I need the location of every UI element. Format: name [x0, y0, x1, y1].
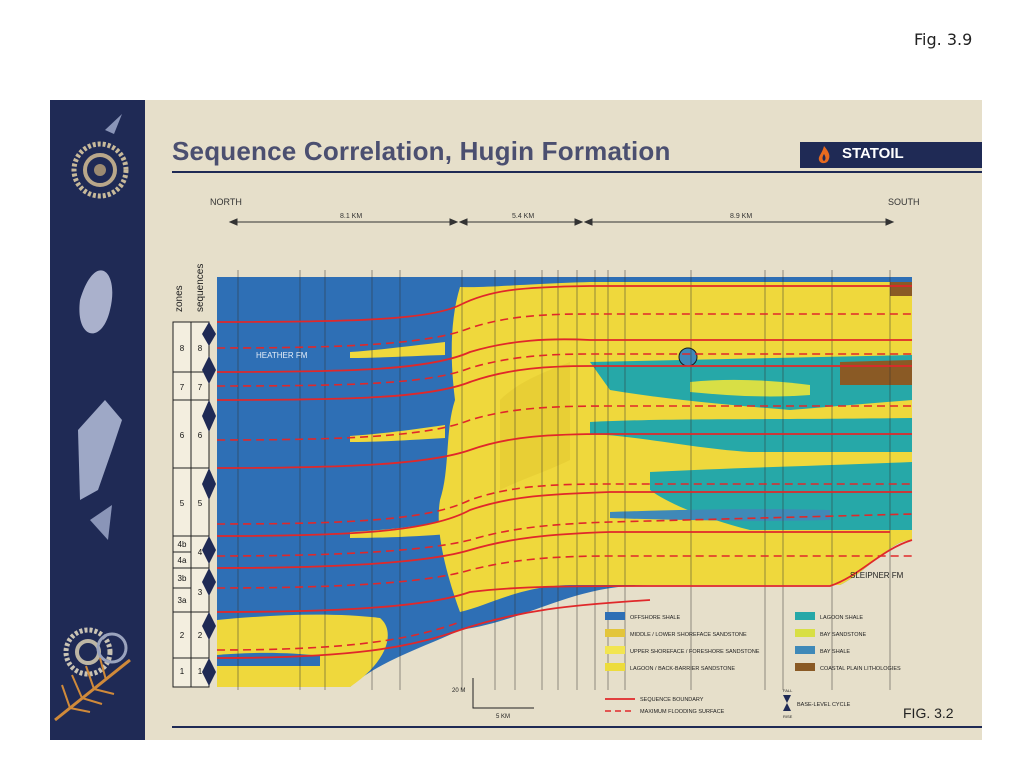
poster-title: Sequence Correlation, Hugin Formation	[172, 136, 671, 166]
zone-4b: 4b	[178, 540, 187, 549]
legend-label-lagoon-back-barrier: LAGOON / BACK-BARRIER SANDSTONE	[630, 666, 735, 672]
legend-label-sequence-boundary: SEQUENCE BOUNDARY	[640, 697, 704, 703]
distance-label-1: 8.1 KM	[340, 213, 362, 220]
cycle-legend-label: BASE-LEVEL CYCLE	[797, 702, 851, 708]
distance-label-3: 8.9 KM	[730, 213, 752, 220]
zone-1: 1	[180, 667, 185, 676]
legend-label-middle-lower-shoreface: MIDDLE / LOWER SHOREFACE SANDSTONE	[630, 632, 747, 638]
logo-text: STATOIL	[842, 145, 904, 162]
flame-icon	[818, 146, 830, 164]
bottom-rule	[172, 726, 982, 728]
north-label: NORTH	[210, 197, 242, 207]
zone-2: 2	[180, 631, 185, 640]
heather-fm-label: HEATHER FM	[256, 351, 308, 360]
south-label: SOUTH	[888, 197, 920, 207]
legend-label-bay-shale: BAY SHALE	[820, 649, 850, 655]
lithology-panel	[217, 277, 912, 687]
legend-swatch-bay-shale	[795, 646, 815, 654]
figure-number: Fig. 3.9	[914, 30, 973, 49]
sleipner-fm-label: SLEIPNER FM	[850, 571, 904, 580]
sequence-3: 3	[198, 588, 203, 597]
legend-swatch-bay-sandstone	[795, 629, 815, 637]
sequence-5: 5	[198, 499, 203, 508]
zone-7: 7	[180, 383, 185, 392]
scale-bar	[472, 678, 534, 709]
cycle-fall-label: FALL	[783, 688, 793, 693]
legend-swatch-coastal-plain	[795, 663, 815, 671]
legend-label-offshore-shale: OFFSHORE SHALE	[630, 615, 680, 621]
poster-image: Sequence Correlation, Hugin Formation ST…	[50, 100, 982, 740]
zone-4a: 4a	[178, 556, 187, 565]
legend-swatch-lagoon-shale	[795, 612, 815, 620]
sequence-1: 1	[198, 667, 203, 676]
legend-swatch-lagoon-back-barrier	[605, 663, 625, 671]
correlation-diagram: 8.1 KM 5.4 KM 8.9 KM zones sequences 8 7…	[172, 213, 913, 720]
decorative-strip	[50, 100, 145, 740]
ammonite-bottom-icon	[63, 627, 128, 677]
base-level-cycle-icon	[783, 695, 791, 711]
scale-horizontal-label: 5 KM	[496, 714, 510, 720]
fossil-fragment-icon	[78, 400, 122, 500]
legend-label-lagoon-shale: LAGOON SHALE	[820, 615, 863, 621]
legend-swatch-middle-lower-shoreface	[605, 629, 625, 637]
zones-header: zones	[174, 285, 185, 312]
legend-swatch-offshore-shale	[605, 612, 625, 620]
legend-label-max-flooding: MAXIMUM FLOODING SURFACE	[640, 709, 725, 715]
zone-3a: 3a	[178, 596, 187, 605]
distance-label-2: 5.4 KM	[512, 213, 534, 220]
zone-8: 8	[180, 344, 185, 353]
sequence-2: 2	[198, 631, 203, 640]
sequence-7: 7	[198, 383, 203, 392]
figure-label: FIG. 3.2	[903, 705, 954, 721]
zone-3b: 3b	[178, 574, 187, 583]
fern-frond-icon	[54, 657, 131, 722]
title-rule	[172, 171, 982, 173]
sequences-header: sequences	[195, 264, 206, 312]
sequence-6: 6	[198, 431, 203, 440]
sequence-4: 4	[198, 548, 203, 557]
statoil-logo: STATOIL	[800, 142, 982, 168]
zone-6: 6	[180, 431, 185, 440]
fossil-leaf-icon	[79, 270, 113, 334]
scale-vertical-label: 20 M	[452, 688, 465, 694]
legend-label-bay-sandstone: BAY SANDSTONE	[820, 632, 866, 638]
legend-label-upper-shoreface: UPPER SHOREFACE / FORESHORE SANDSTONE	[630, 649, 760, 655]
fossil-shard-icon	[105, 114, 122, 134]
zone-5: 5	[180, 499, 185, 508]
legend-label-coastal-plain: COASTAL PLAIN LITHOLOGIES	[820, 666, 901, 672]
ammonite-top-icon	[71, 141, 129, 199]
sequence-8: 8	[198, 344, 203, 353]
legend-swatch-upper-shoreface	[605, 646, 625, 654]
cycle-rise-label: RISE	[783, 714, 793, 719]
